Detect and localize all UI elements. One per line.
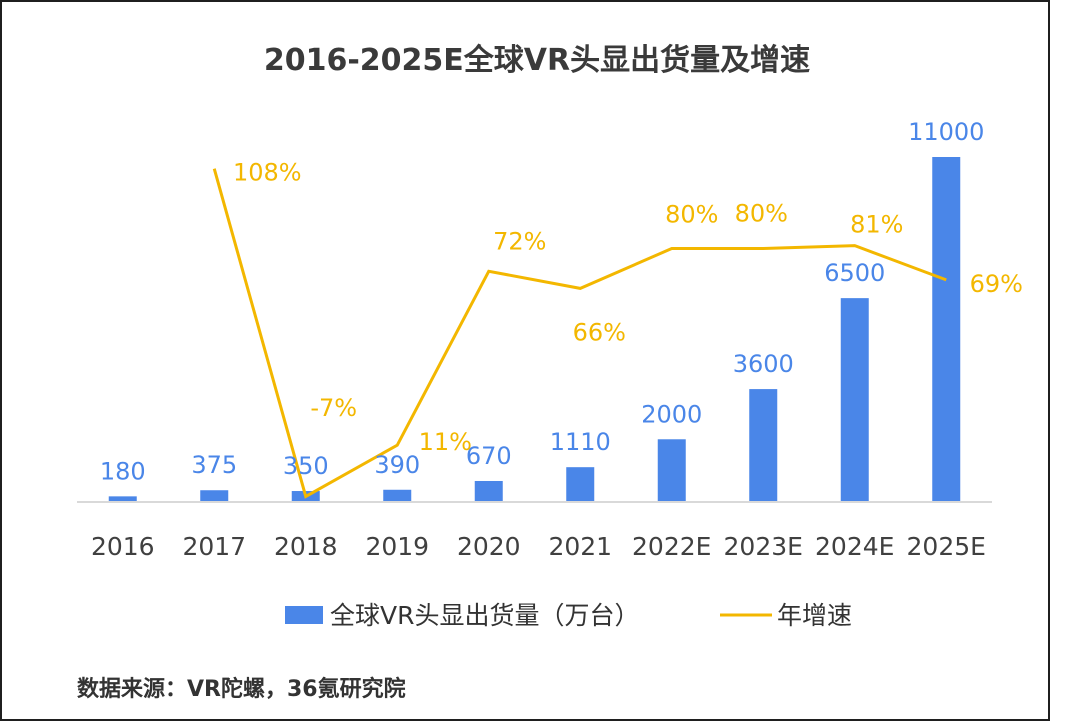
bar-value-label-2022E: 2000 [641, 400, 702, 428]
x-tick-labels: 2016 2017 2018 2019 2020 2021 2022E 2023E 2024E 2… [91, 532, 986, 561]
x-tick-2016: 2016 [91, 532, 155, 561]
bar-2017 [200, 490, 229, 502]
bar-value-label-2024E: 6500 [824, 259, 885, 287]
bar-2025E [932, 157, 961, 502]
source-note: 数据来源：VR陀螺，36氪研究院 [77, 676, 406, 702]
x-tick-2021: 2021 [548, 532, 612, 561]
chart-frame: 2016-2025E全球VR头显出货量及增速 180 375 350 390 670 11… [0, 0, 1050, 721]
x-tick-2017: 2017 [182, 532, 246, 561]
growth-label-2025E: 69% [970, 270, 1023, 298]
bar-value-label-2019: 390 [374, 451, 420, 479]
bar-2019 [383, 489, 412, 502]
chart-title: 2016-2025E全球VR头显出货量及增速 [264, 43, 810, 78]
bar-value-label-2021: 1110 [550, 428, 611, 456]
x-tick-2020: 2020 [457, 532, 521, 561]
growth-label-2022E: 80% [665, 201, 718, 229]
growth-label-2017: 108% [233, 159, 302, 187]
bar-value-label-2023E: 3600 [733, 350, 794, 378]
growth-label-2024E: 81% [850, 211, 903, 239]
growth-label-2019: 11% [419, 428, 472, 456]
bar-value-label-2017: 375 [191, 451, 237, 479]
bar-value-label-2025E: 11000 [908, 118, 984, 146]
bar-2020 [474, 480, 503, 502]
growth-label-2020: 72% [493, 227, 546, 255]
growth-label-2023E: 80% [735, 200, 788, 228]
legend: 全球VR头显出货量（万台） 年增速 [285, 601, 852, 630]
legend-label-growth: 年增速 [777, 601, 852, 630]
x-tick-2024E: 2024E [815, 532, 894, 561]
x-tick-2022E: 2022E [632, 532, 711, 561]
chart-canvas: 2016-2025E全球VR头显出货量及增速 180 375 350 390 670 11… [77, 43, 1023, 702]
growth-line-layer [212, 168, 947, 499]
bar-2022E [657, 439, 686, 502]
bar-2024E [840, 298, 869, 502]
bar-2021 [566, 467, 595, 502]
x-tick-2019: 2019 [365, 532, 429, 561]
bar-2016 [108, 496, 137, 502]
bar-value-label-2016: 180 [100, 457, 146, 485]
bars-layer [108, 157, 961, 502]
x-tick-2018: 2018 [274, 532, 338, 561]
growth-label-2018: -7% [310, 394, 357, 422]
growth-label-2021: 66% [573, 318, 626, 346]
x-tick-2023E: 2023E [724, 532, 803, 561]
x-tick-2025E: 2025E [907, 532, 986, 561]
legend-label-shipments: 全球VR头显出货量（万台） [330, 601, 639, 630]
bar-2023E [749, 389, 778, 502]
data-labels-layer: 180 375 350 390 670 1110 2000 3600 6500 11000 108%… [100, 118, 1023, 485]
bar-value-label-2018: 350 [283, 452, 329, 480]
legend-swatch-bar [285, 606, 323, 624]
bar-value-label-2020: 670 [466, 442, 512, 470]
